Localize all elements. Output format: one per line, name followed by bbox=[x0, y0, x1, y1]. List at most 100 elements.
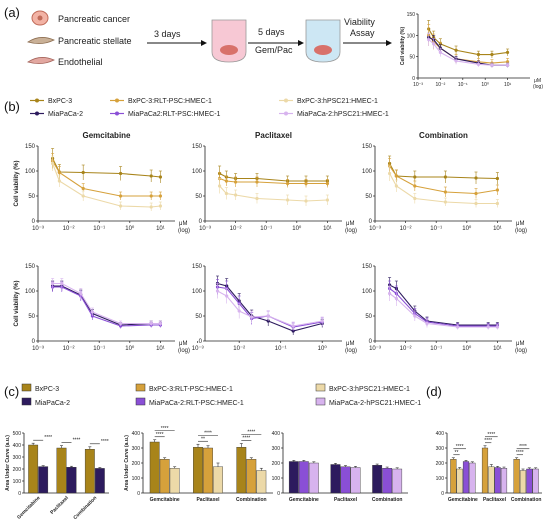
arrow-3-head bbox=[386, 40, 392, 46]
series-line bbox=[389, 173, 498, 205]
step3-line1: Viability bbox=[344, 17, 375, 27]
bar bbox=[308, 462, 319, 494]
data-point bbox=[427, 38, 431, 42]
y-tick-label: 400 bbox=[132, 431, 141, 437]
legend-swatch bbox=[21, 383, 32, 392]
bar bbox=[519, 470, 527, 494]
data-point bbox=[506, 50, 510, 55]
category-label: Combination bbox=[511, 497, 542, 503]
y-tick-label: 300 bbox=[272, 446, 281, 452]
bar bbox=[462, 461, 470, 494]
data-point bbox=[495, 188, 500, 192]
y-tick-label: 400 bbox=[13, 443, 22, 449]
bar bbox=[330, 464, 341, 494]
step1-label: 3 days bbox=[154, 29, 181, 39]
chart-paclitaxel-miapaca2: 0 50 100 150 10⁻³ 10⁻² 10⁻¹ 10⁰ μM(log) bbox=[192, 264, 357, 354]
category-label: Gemcitabine bbox=[150, 497, 180, 503]
data-point bbox=[325, 198, 330, 202]
legend-marker bbox=[115, 98, 119, 103]
x-unit-log-label: (log) bbox=[345, 348, 357, 354]
y-tick-label: 200 bbox=[272, 461, 281, 467]
data-point bbox=[438, 50, 442, 55]
sig-label: **** bbox=[242, 436, 250, 442]
y-tick-label: 50 bbox=[365, 194, 372, 200]
data-point bbox=[90, 310, 95, 314]
data-point bbox=[237, 309, 241, 313]
legend-entry: BxPC-3 bbox=[35, 386, 59, 393]
data-point bbox=[394, 174, 398, 178]
bar bbox=[494, 467, 501, 494]
bar bbox=[203, 447, 213, 494]
x-unit-log-label: (log) bbox=[178, 348, 190, 354]
category-label: Paclitaxel bbox=[334, 497, 358, 503]
bar bbox=[526, 468, 533, 494]
x-tick-label: 10⁻³ bbox=[192, 346, 204, 352]
category-label: Gemcitabine bbox=[16, 495, 42, 521]
legend-marker bbox=[35, 98, 39, 103]
bar bbox=[456, 468, 463, 494]
data-point bbox=[79, 291, 83, 296]
legend-entry: BxPC-3:RLT-PSC:HMEC-1 bbox=[149, 386, 233, 393]
y-tick-label: 100 bbox=[362, 169, 373, 175]
chart-title: Paclitaxel bbox=[255, 131, 292, 140]
sig-label: **** bbox=[156, 432, 164, 438]
y-tick-label: 0 bbox=[32, 339, 36, 345]
data-point bbox=[234, 193, 238, 197]
legend-c: BxPC-3 BxPC-3:RLT-PSC:HMEC-1 BxPC-3:hPSC21… bbox=[21, 383, 421, 407]
y-tick-label: 100 bbox=[407, 33, 416, 39]
bar bbox=[28, 444, 39, 494]
legend-entry: MiaPaCa-2:hPSC21:HMEC-1 bbox=[297, 111, 389, 118]
legend-entry: MiaPaCa-2 bbox=[48, 111, 83, 118]
data-point bbox=[304, 181, 308, 186]
x-unit-label: μM bbox=[346, 341, 354, 347]
arrow-1-head bbox=[201, 40, 207, 46]
bar bbox=[66, 467, 77, 494]
data-point bbox=[454, 59, 458, 63]
y-tick-label: 50 bbox=[195, 314, 202, 320]
data-point bbox=[443, 190, 448, 194]
y-tick-label: 200 bbox=[132, 461, 141, 467]
x-unit-label: μM bbox=[534, 78, 541, 84]
y-tick-label: 400 bbox=[436, 431, 445, 437]
y-tick-label: 150 bbox=[192, 144, 203, 150]
sig-label: **** bbox=[516, 450, 524, 456]
bar bbox=[84, 449, 95, 494]
series-line bbox=[52, 158, 161, 178]
y-tick-label: 100 bbox=[272, 476, 281, 482]
y-tick-label: 150 bbox=[407, 12, 416, 18]
x-tick-label: 10⁻³ bbox=[199, 226, 211, 232]
data-point bbox=[474, 201, 478, 206]
y-tick-label: 0 bbox=[199, 219, 203, 225]
data-point bbox=[149, 194, 153, 198]
bar bbox=[288, 461, 299, 494]
x-tick-label: 10⁻³ bbox=[413, 82, 423, 88]
chart-gemcitabine-miapaca2: 0 50 100 150 10⁻³ 10⁻² 10⁻¹ 10⁰ 10¹ Cell viabilit… bbox=[14, 264, 190, 354]
legend-swatch bbox=[315, 383, 326, 392]
x-tick-label: 10⁻² bbox=[233, 346, 245, 352]
x-tick-label: 10⁰ bbox=[125, 225, 135, 232]
data-point bbox=[495, 201, 500, 206]
x-unit-label: μM bbox=[346, 221, 354, 227]
data-point bbox=[454, 48, 458, 52]
chart-inset-a: 0 50 100 150 10⁻³ 10⁻² 10⁻¹ 10⁰ 10¹ Cell viabilit… bbox=[400, 12, 543, 90]
well-1-icon bbox=[211, 19, 247, 63]
legend-entry: MiaPaCa-2 bbox=[35, 400, 70, 407]
sig-label: **** bbox=[487, 432, 495, 438]
legend-marker bbox=[35, 111, 39, 116]
sig-label: **** bbox=[44, 435, 52, 441]
data-point bbox=[118, 171, 123, 176]
y-tick-label: 100 bbox=[192, 289, 203, 295]
schematic: Pancreatic cancer Pancreatic stellate En… bbox=[27, 10, 392, 67]
data-point bbox=[394, 296, 398, 301]
y-axis-label: Cell viability (%) bbox=[14, 160, 20, 206]
bar bbox=[488, 466, 495, 494]
legend-marker bbox=[284, 111, 288, 116]
x-tick-label: 10⁰ bbox=[462, 225, 472, 232]
data-point bbox=[325, 181, 330, 186]
data-point bbox=[291, 324, 295, 328]
data-point bbox=[387, 171, 392, 176]
bar bbox=[246, 459, 257, 494]
data-point bbox=[474, 191, 478, 196]
x-tick-label: 10⁰ bbox=[125, 345, 135, 352]
